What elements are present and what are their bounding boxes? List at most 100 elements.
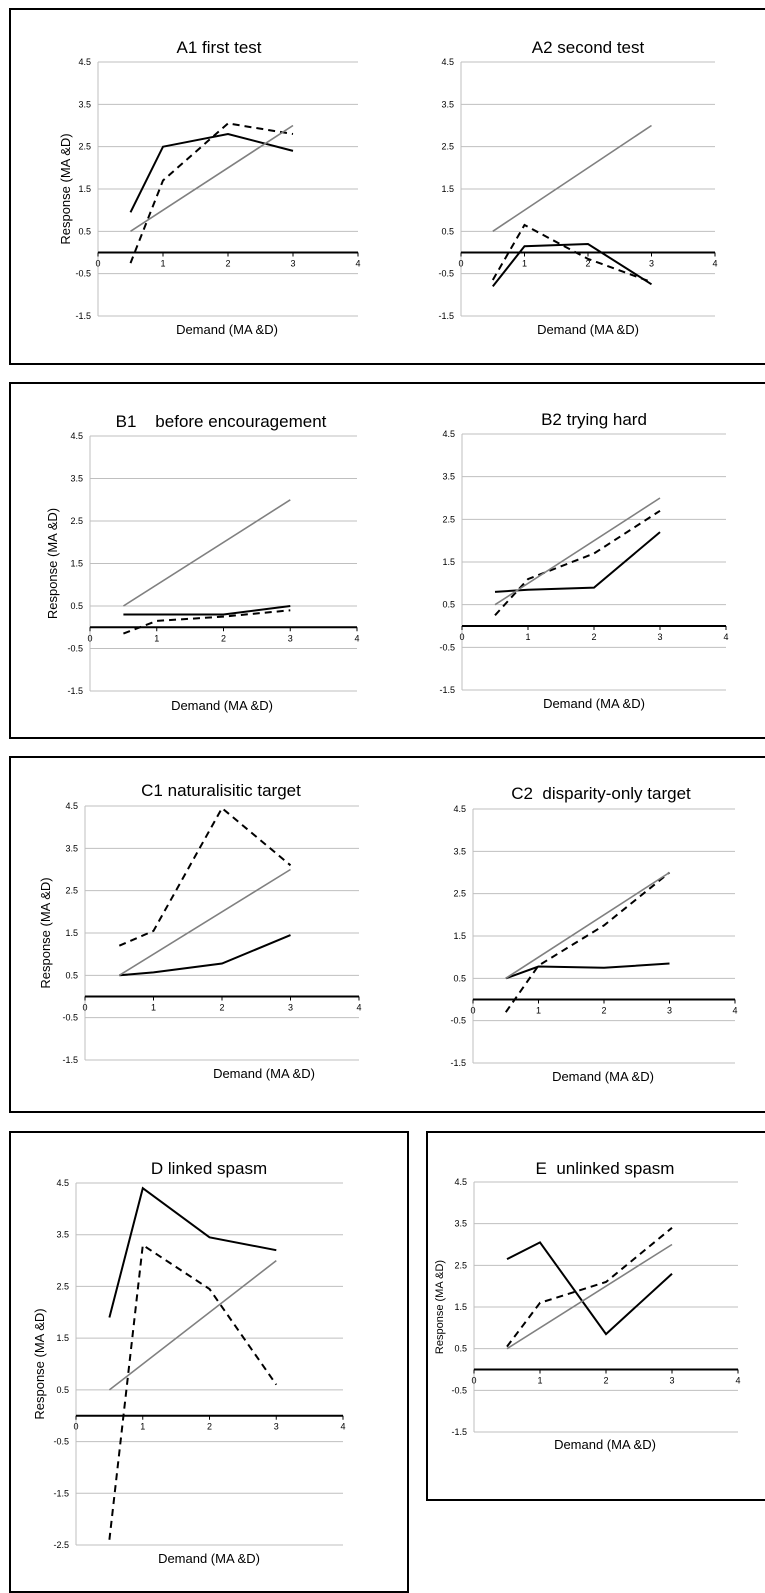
- x-tick-label: 0: [459, 632, 464, 642]
- y-tick-label: 2.5: [56, 1281, 69, 1291]
- x-tick-label: 2: [207, 1422, 212, 1432]
- x-tick-label: 0: [458, 259, 463, 269]
- chart-title: A2 second test: [532, 38, 645, 57]
- y-axis-label: Response (MA &D): [38, 877, 53, 988]
- y-tick-label: 4.5: [78, 57, 91, 67]
- chart-title: C2 disparity-only target: [511, 784, 691, 803]
- y-tick-label: 0.5: [56, 1385, 69, 1395]
- y-tick-label: 1.5: [441, 184, 454, 194]
- series-line-reference: [505, 871, 670, 979]
- y-axis-label: Response (MA &D): [58, 133, 73, 244]
- y-tick-label: 3.5: [441, 99, 454, 109]
- panel-c: [9, 756, 765, 1113]
- x-tick-label: 4: [355, 259, 360, 269]
- chart-title: A1 first test: [176, 38, 261, 57]
- x-tick-label: 4: [723, 632, 728, 642]
- series-line-dashed: [108, 1243, 278, 1540]
- y-tick-label: 0.5: [454, 1344, 467, 1354]
- y-tick-label: 3.5: [453, 846, 466, 856]
- y-tick-label: 3.5: [454, 1219, 467, 1229]
- panel-e: [426, 1131, 765, 1501]
- chart-title: D linked spasm: [151, 1159, 267, 1178]
- series-line-reference: [122, 499, 291, 607]
- y-axis-label: Response (MA &D): [45, 508, 60, 619]
- x-tick-label: 2: [585, 259, 590, 269]
- y-tick-label: 0.5: [78, 226, 91, 236]
- x-tick-label: 3: [667, 1006, 672, 1016]
- series-line-solid: [492, 242, 653, 288]
- y-tick-label: -0.5: [450, 1016, 466, 1026]
- x-tick-label: 1: [525, 632, 530, 642]
- series-line-dashed: [123, 609, 291, 635]
- x-tick-label: 0: [95, 259, 100, 269]
- chart-title: C1 naturalisitic target: [141, 781, 301, 800]
- y-axis-label: Response (MA &D): [434, 1260, 446, 1354]
- y-tick-label: 4.5: [442, 429, 455, 439]
- y-tick-label: -0.5: [62, 1013, 78, 1023]
- y-tick-label: 0.5: [442, 600, 455, 610]
- series-line-solid: [506, 1241, 673, 1336]
- y-tick-label: -2.5: [53, 1540, 69, 1550]
- y-tick-label: -0.5: [75, 269, 91, 279]
- panel-b: [9, 382, 765, 739]
- series-line-reference: [108, 1259, 277, 1391]
- chart-title: E unlinked spasm: [536, 1159, 675, 1178]
- x-tick-label: 1: [160, 259, 165, 269]
- y-tick-label: 4.5: [70, 431, 83, 441]
- y-tick-label: 0.5: [453, 973, 466, 983]
- y-tick-label: 2.5: [442, 514, 455, 524]
- x-axis-label: Demand (MA &D): [537, 322, 639, 337]
- y-tick-label: 3.5: [70, 474, 83, 484]
- y-tick-label: 2.5: [65, 886, 78, 896]
- x-axis-label: Demand (MA &D): [176, 322, 278, 337]
- x-axis-label: Demand (MA &D): [213, 1066, 315, 1081]
- y-tick-label: -0.5: [439, 642, 455, 652]
- x-tick-label: 4: [354, 633, 359, 643]
- y-tick-label: -1.5: [53, 1488, 69, 1498]
- x-tick-label: 4: [732, 1006, 737, 1016]
- x-tick-label: 0: [87, 633, 92, 643]
- y-tick-label: 1.5: [56, 1333, 69, 1343]
- x-tick-label: 3: [669, 1376, 674, 1386]
- series-line-dashed: [504, 871, 671, 1013]
- x-tick-label: 4: [735, 1376, 740, 1386]
- series-line-dashed: [118, 806, 292, 947]
- y-tick-label: -0.5: [451, 1385, 467, 1395]
- x-tick-label: 3: [649, 259, 654, 269]
- y-tick-label: 3.5: [56, 1230, 69, 1240]
- x-tick-label: 0: [470, 1006, 475, 1016]
- series-line-reference: [130, 124, 294, 232]
- x-axis-label: Demand (MA &D): [554, 1437, 656, 1452]
- y-tick-label: -0.5: [67, 644, 83, 654]
- y-tick-label: 1.5: [65, 928, 78, 938]
- series-line-reference: [506, 1243, 673, 1350]
- y-tick-label: 1.5: [78, 184, 91, 194]
- x-tick-label: 1: [140, 1422, 145, 1432]
- y-tick-label: 3.5: [78, 99, 91, 109]
- y-tick-label: 1.5: [70, 559, 83, 569]
- series-line-dashed: [506, 1227, 673, 1348]
- y-tick-label: 1.5: [453, 931, 466, 941]
- y-tick-label: -1.5: [62, 1055, 78, 1065]
- y-tick-label: -1.5: [75, 311, 91, 321]
- y-tick-label: -1.5: [451, 1427, 467, 1437]
- y-tick-label: 4.5: [453, 804, 466, 814]
- x-tick-label: 0: [471, 1376, 476, 1386]
- x-tick-label: 3: [274, 1422, 279, 1432]
- x-tick-label: 2: [219, 1003, 224, 1013]
- x-tick-label: 1: [151, 1003, 156, 1013]
- y-tick-label: -0.5: [53, 1437, 69, 1447]
- x-axis-label: Demand (MA &D): [543, 696, 645, 711]
- series-line-solid: [119, 934, 291, 977]
- x-tick-label: 1: [536, 1006, 541, 1016]
- series-line-solid: [505, 962, 670, 980]
- y-tick-label: 1.5: [442, 557, 455, 567]
- series-line-solid: [494, 531, 661, 593]
- series-line-reference: [118, 868, 291, 976]
- x-tick-label: 1: [537, 1376, 542, 1386]
- y-tick-label: 1.5: [454, 1302, 467, 1312]
- series-line-solid: [129, 132, 294, 213]
- x-axis-label: Demand (MA &D): [552, 1069, 654, 1084]
- y-tick-label: 0.5: [65, 970, 78, 980]
